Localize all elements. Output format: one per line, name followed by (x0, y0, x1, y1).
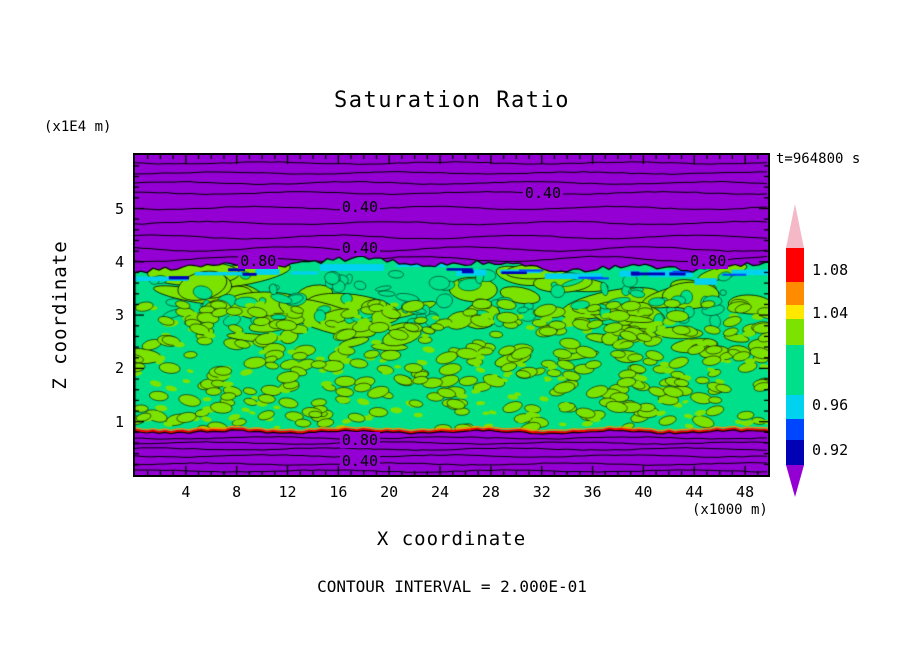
x-tick-label: 32 (532, 483, 551, 501)
plot-area: 0.40 0.40 0.40 0.80 0.80 0.80 0.40 (133, 153, 770, 477)
x-tick-label: 16 (329, 483, 348, 501)
x-tick-label: 36 (583, 483, 602, 501)
y-tick-label: 1 (114, 412, 124, 431)
contour-value-label: 0.40 (339, 452, 381, 471)
colorbar-tick-label: 1 (812, 350, 822, 368)
colorbar-tick-label: 0.96 (812, 396, 849, 414)
x-tick-label: 12 (278, 483, 297, 501)
colorbar-segment-yellow (786, 305, 804, 319)
colorbar-segment-spring-green (786, 345, 804, 395)
contour-interval-label: CONTOUR INTERVAL = 2.000E-01 (317, 577, 587, 596)
x-tick-label: 48 (736, 483, 755, 501)
colorbar-tick-label: 0.92 (812, 441, 849, 459)
chart-title: Saturation Ratio (334, 88, 570, 113)
colorbar-segment-red (786, 248, 804, 282)
colorbar-segment-orange (786, 282, 804, 305)
colorbar-segment-green-yellow (786, 319, 804, 345)
x-tick-label: 28 (481, 483, 500, 501)
contour-value-label: 0.80 (688, 251, 729, 270)
y-tick-label: 4 (114, 252, 124, 271)
colorbar-tick-label: 1.04 (812, 304, 849, 322)
colorbar-segment-blue (786, 419, 804, 440)
contour-value-label: 0.40 (339, 197, 381, 216)
y-tick-label: 5 (114, 199, 124, 218)
colorbar-segment-cyan (786, 395, 804, 419)
contour-labels-layer: 0.40 0.40 0.40 0.80 0.80 0.80 0.40 (135, 155, 768, 475)
x-tick-label: 8 (232, 483, 242, 501)
contour-value-label: 0.80 (238, 251, 279, 270)
x-tick-label: 44 (685, 483, 704, 501)
y-tick-label: 3 (114, 306, 124, 325)
colorbar-segment-purple-arrow (786, 465, 804, 497)
y-tick-label: 2 (114, 359, 124, 378)
y-axis-unit-label: (x1E4 m) (44, 119, 112, 135)
x-axis-title: X coordinate (376, 528, 527, 550)
x-tick-label: 4 (181, 483, 191, 501)
colorbar-tick-label: 1.08 (812, 261, 849, 279)
contour-value-label: 0.80 (339, 430, 381, 449)
colorbar-segment-pink-arrow (786, 204, 804, 248)
y-axis-title: Z coordinate (49, 240, 71, 390)
x-axis-unit-label: (x1000 m) (692, 502, 768, 518)
contour-value-label: 0.40 (522, 183, 564, 202)
timestamp-label: t=964800 s (776, 151, 861, 167)
x-tick-label: 24 (431, 483, 450, 501)
colorbar (786, 204, 804, 497)
x-tick-label: 40 (634, 483, 653, 501)
contour-value-label: 0.40 (339, 238, 381, 257)
colorbar-segment-navy (786, 440, 804, 465)
contour-field-canvas (135, 155, 768, 475)
x-tick-label: 20 (380, 483, 399, 501)
